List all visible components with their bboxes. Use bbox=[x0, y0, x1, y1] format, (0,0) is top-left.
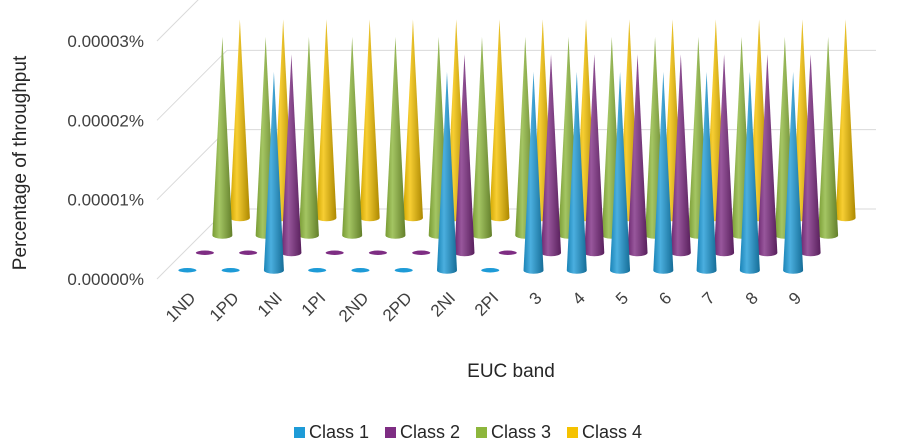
cone-1NI-4 bbox=[316, 19, 337, 222]
cone-1ND-4 bbox=[229, 19, 250, 222]
x-tick-label: 7 bbox=[699, 288, 719, 308]
cone-3-2 bbox=[541, 54, 562, 257]
legend-item-2: Class 2 bbox=[385, 422, 460, 442]
x-tick-label: 1ND bbox=[162, 288, 199, 325]
x-tick-label: 2PI bbox=[471, 288, 502, 319]
cone-2NI-3 bbox=[471, 36, 492, 239]
x-tick-label: 2NI bbox=[427, 288, 459, 320]
cone-8-1 bbox=[739, 71, 760, 274]
cone-1NI-1 bbox=[263, 71, 284, 274]
cone-9-3 bbox=[818, 36, 839, 239]
cone-base-1PD-1 bbox=[221, 268, 240, 273]
cone-1PI-3 bbox=[342, 36, 363, 239]
cone-base-1ND-2 bbox=[195, 250, 214, 255]
gridline bbox=[156, 49, 876, 121]
cone-base-2PD-2 bbox=[412, 250, 431, 255]
legend-swatch bbox=[385, 427, 396, 438]
y-tick-label: 0.00002% bbox=[67, 111, 144, 130]
cone-2NI-4 bbox=[489, 19, 510, 222]
x-tick-label: 5 bbox=[612, 288, 632, 308]
cone-1PI-4 bbox=[359, 19, 380, 222]
legend-item-3: Class 3 bbox=[476, 422, 551, 442]
cone-7-1 bbox=[696, 71, 717, 274]
cone-9-1 bbox=[783, 71, 804, 274]
cone-5-2 bbox=[627, 54, 648, 257]
cone-4-1 bbox=[566, 71, 587, 274]
x-tick-label: 9 bbox=[785, 288, 805, 308]
cone-4-2 bbox=[584, 54, 605, 257]
cone-2NI-2 bbox=[454, 54, 475, 257]
y-axis-ticks: 0.00000% 0.00001% 0.00002% 0.00003% bbox=[67, 32, 144, 289]
legend-label: Class 1 bbox=[309, 422, 369, 442]
cone-base-1ND-1 bbox=[178, 268, 197, 273]
x-tick-label: 1NI bbox=[254, 288, 286, 320]
cone-3-1 bbox=[523, 71, 544, 274]
legend-label: Class 2 bbox=[400, 422, 460, 442]
x-axis-ticks: 1ND 1PD 1NI 1PI 2ND 2PD 2NI 2PI 3 4 5 6 7 8 9 bbox=[162, 288, 805, 325]
cone-2NI-1 bbox=[436, 71, 457, 274]
x-tick-label: 1PD bbox=[206, 288, 243, 325]
y-tick-label: 0.00000% bbox=[67, 270, 144, 289]
x-tick-label: 2PD bbox=[379, 288, 416, 325]
legend-item-4: Class 4 bbox=[567, 422, 642, 442]
series-1 bbox=[178, 71, 804, 274]
legend-swatch bbox=[294, 427, 305, 438]
cone-6-2 bbox=[670, 54, 691, 257]
y-tick-label: 0.00003% bbox=[67, 32, 144, 51]
x-tick-label: 4 bbox=[569, 288, 589, 308]
x-tick-label: 2ND bbox=[335, 288, 372, 325]
y-axis-title: Percentage of throughput bbox=[10, 55, 31, 270]
cone-base-2PI-1 bbox=[481, 268, 500, 273]
x-axis-title: EUC band bbox=[467, 361, 555, 382]
series-2 bbox=[195, 54, 821, 257]
legend-label: Class 3 bbox=[491, 422, 551, 442]
cone-base-2ND-1 bbox=[351, 268, 370, 273]
gridline bbox=[156, 0, 199, 42]
cone-base-1PI-1 bbox=[308, 268, 327, 273]
legend-swatch bbox=[476, 427, 487, 438]
cone-1ND-3 bbox=[212, 36, 233, 239]
cone-1NI-2 bbox=[281, 54, 302, 257]
cone-base-1PD-2 bbox=[239, 250, 258, 255]
legend-swatch bbox=[567, 427, 578, 438]
cone-5-1 bbox=[610, 71, 631, 274]
y-tick-label: 0.00001% bbox=[67, 191, 144, 210]
cone-base-2ND-2 bbox=[368, 250, 387, 255]
cone-9-2 bbox=[800, 54, 821, 257]
cone-8-2 bbox=[757, 54, 778, 257]
cone-1NI-3 bbox=[298, 36, 319, 239]
x-tick-label: 3 bbox=[525, 288, 545, 308]
cone-7-2 bbox=[714, 54, 735, 257]
cone-6-1 bbox=[653, 71, 674, 274]
legend-label: Class 4 bbox=[582, 422, 642, 442]
cone-9-4 bbox=[835, 19, 856, 222]
cone-2ND-4 bbox=[402, 19, 423, 222]
cone-base-2PI-2 bbox=[498, 250, 517, 255]
cone-series bbox=[178, 19, 856, 274]
cone-base-2PD-1 bbox=[394, 268, 413, 273]
cone-2ND-3 bbox=[385, 36, 406, 239]
x-tick-label: 8 bbox=[742, 288, 762, 308]
legend-item-1: Class 1 bbox=[294, 422, 369, 442]
x-tick-label: 6 bbox=[655, 288, 675, 308]
cone-base-1PI-2 bbox=[325, 250, 344, 255]
x-tick-label: 1PI bbox=[298, 288, 329, 319]
legend: Class 1 Class 2 Class 3 Class 4 bbox=[294, 422, 642, 442]
